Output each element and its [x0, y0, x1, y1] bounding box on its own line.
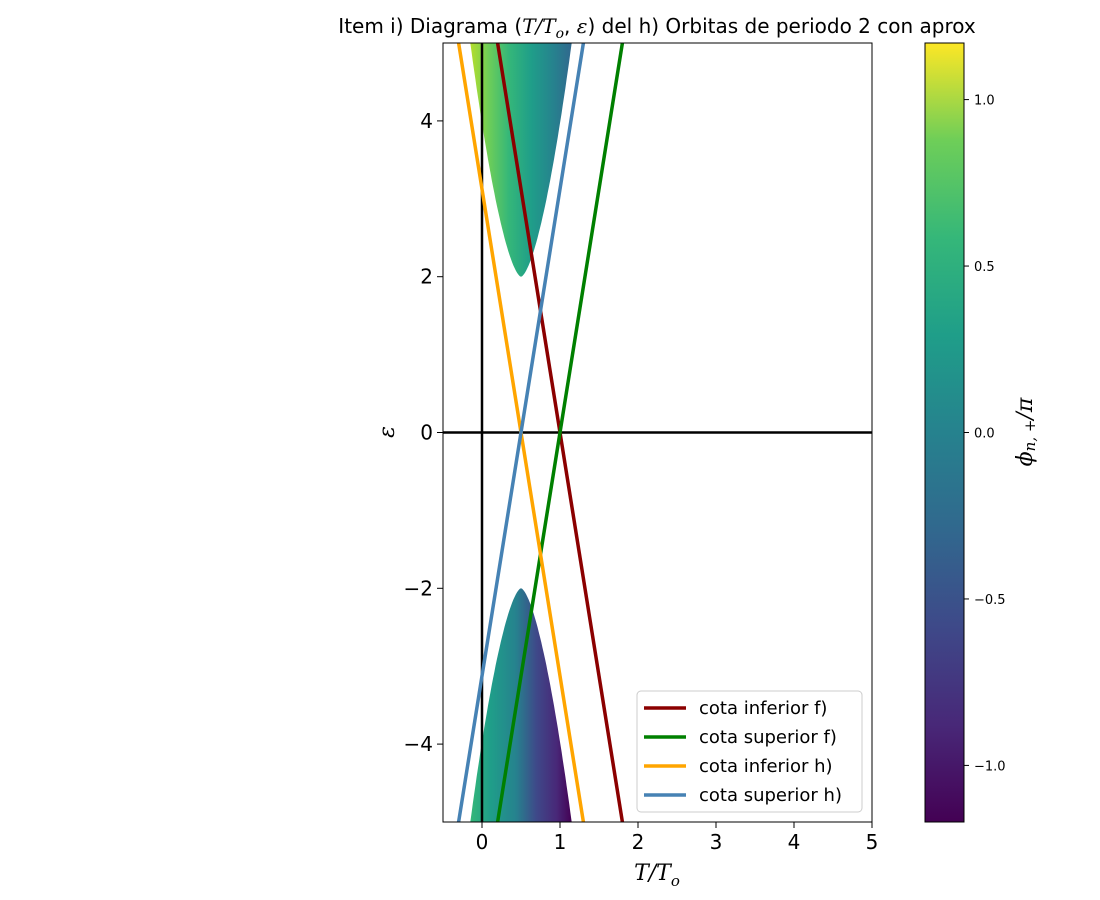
- y-tick-label: 0: [420, 421, 433, 445]
- legend-label: cota inferior f): [699, 698, 827, 719]
- y-tick-label: −2: [404, 576, 433, 600]
- series-line-4: [456, 43, 586, 822]
- x-axis-ticks: 0 1 2 3 4 5: [476, 822, 879, 854]
- colorbar: [924, 42, 965, 823]
- colorbar-tick-label: 0.5: [974, 260, 995, 275]
- colorbar-tick-label: 0.0: [974, 427, 995, 442]
- colorbar-tick-label: 1.0: [974, 94, 995, 109]
- stability-region-upper: [470, 43, 572, 277]
- legend-label: cota inferior h): [699, 756, 833, 777]
- series-lines: [456, 43, 625, 822]
- colorbar-tick-label: −0.5: [974, 593, 1006, 608]
- x-tick-label: 4: [788, 830, 801, 854]
- y-tick-label: 2: [420, 265, 433, 289]
- series-line-2: [495, 43, 625, 822]
- x-tick-label: 3: [710, 830, 723, 854]
- legend-label: cota superior h): [699, 785, 842, 806]
- colorbar-label: ϕn, +/π: [1013, 397, 1039, 466]
- legend-label: cota superior f): [699, 727, 837, 748]
- x-tick-label: 0: [476, 830, 489, 854]
- colorbar-ticks: −1.0 −0.5 0.0 0.5 1.0: [964, 94, 1006, 774]
- x-tick-label: 1: [554, 830, 567, 854]
- y-axis-label: ε: [375, 426, 400, 438]
- legend: cota inferior f) cota superior f) cota inf…: [636, 690, 863, 813]
- colorbar-tick-label: −1.0: [974, 759, 1006, 774]
- chart-title: Item i) Diagrama (T/To, ε) del h) Orbita…: [338, 14, 976, 42]
- x-tick-label: 2: [632, 830, 645, 854]
- stability-region-lower: [470, 588, 572, 822]
- y-tick-label: 4: [420, 109, 433, 133]
- y-axis-ticks: −4 −2 0 2 4: [404, 109, 443, 756]
- y-tick-label: −4: [404, 732, 433, 756]
- x-axis-label: T/To: [634, 861, 680, 890]
- legend-box: [636, 690, 863, 813]
- x-tick-label: 5: [866, 830, 879, 854]
